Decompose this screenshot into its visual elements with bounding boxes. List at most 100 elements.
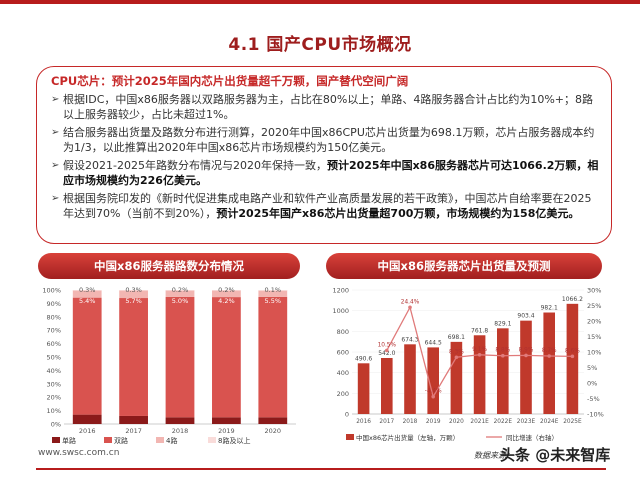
y-right-tick-label: 25% (587, 302, 601, 310)
legend-label: 8路及以上 (218, 436, 250, 445)
summary-bullet: ➢ 根据IDC，中国x86服务器以双路服务器为主，占比在80%以上；单路、4路服务… (51, 92, 599, 122)
summary-bullet: ➢ 结合服务器出货量及路数分布进行测算，2020年中国x86CPU芯片出货量为69… (51, 125, 599, 155)
growth-value-label: 24.4% (401, 299, 420, 305)
y-right-tick-label: 5% (587, 364, 597, 372)
data-label: 5.4% (79, 297, 96, 305)
y-left-tick-label: 400 (337, 369, 349, 377)
bar-value-label: 829.1 (494, 320, 511, 327)
summary-bullet: ➢ 假设2021-2025年路数分布情况与2020年保持一致，预计2025年中国x… (51, 158, 599, 188)
bar-segment (72, 414, 102, 424)
watermark: 头条 @未来智库 (500, 446, 611, 464)
data-label: 5.5% (265, 297, 282, 305)
y-tick-label: 40% (47, 367, 61, 375)
bar-segment (119, 290, 148, 291)
bar-value-label: 982.1 (541, 305, 558, 312)
footer-url: www.swsc.com.cn (38, 448, 120, 458)
summary-box: CPU芯片：预计2025年国内芯片出货量超千万颗，国产替代空间广阔 ➢ 根据IDC… (36, 66, 612, 244)
growth-value-label: 8.7% (542, 348, 557, 354)
data-label: 0.2% (172, 286, 189, 294)
x-tick-label: 2020 (449, 419, 464, 425)
bar-segment (72, 297, 102, 415)
y-tick-label: 10% (47, 407, 61, 415)
y-left-tick-label: 1200 (332, 287, 349, 295)
bar-segment (212, 297, 241, 418)
y-tick-label: 60% (47, 340, 61, 348)
y-right-tick-label: 15% (587, 333, 601, 341)
bullet-list: ➢ 根据IDC，中国x86服务器以双路服务器为主，占比在80%以上；单路、4路服务… (51, 92, 599, 221)
bar-segment (212, 290, 241, 298)
y-tick-label: 30% (47, 380, 61, 388)
bullet-arrow-icon: ➢ (51, 160, 60, 171)
bar-value-label: 644.5 (425, 339, 442, 346)
x-tick-label: 2023E (517, 419, 536, 425)
bullet-text: 根据IDC，中国x86服务器以双路服务器为主，占比在80%以上；单路、4路服务器… (63, 93, 594, 121)
bullet-arrow-icon: ➢ (51, 94, 60, 105)
bar-segment (258, 290, 288, 291)
legend-label: 4路 (166, 436, 177, 445)
bullet-arrow-icon: ➢ (51, 193, 60, 204)
legend-swatch (156, 437, 164, 443)
data-label: 0.3% (125, 286, 142, 294)
x-tick-label: 2024E (540, 419, 559, 425)
bar (404, 344, 416, 414)
bar-value-label: 761.8 (471, 327, 488, 334)
x-tick-label: 2018 (172, 427, 189, 435)
growth-point (501, 353, 505, 358)
bar (427, 347, 439, 414)
y-tick-label: 50% (47, 354, 61, 362)
growth-value-label: 8.3% (449, 349, 464, 355)
bar (381, 357, 393, 414)
y-left-tick-label: 0 (345, 411, 349, 419)
y-tick-label: 90% (47, 300, 61, 308)
bar-segment (119, 290, 148, 299)
data-label: 4.2% (218, 297, 235, 305)
bar-segment (258, 290, 288, 297)
bar (566, 303, 579, 414)
y-tick-label: 0% (51, 421, 61, 429)
bar-segment (212, 290, 241, 291)
left-chart-title: 中国x86服务器路数分布情况 (38, 253, 300, 279)
growth-point (408, 305, 412, 310)
bar-segment (119, 298, 148, 416)
x-tick-label: 2019 (218, 427, 235, 435)
y-right-tick-label: -5% (587, 395, 600, 403)
right-chart-title: 中国x86服务器芯片出货量及预测 (326, 253, 602, 279)
x-tick-label: 2022E (494, 419, 513, 425)
bar (473, 335, 486, 414)
bar-segment (165, 417, 195, 424)
y-tick-label: 100% (42, 287, 61, 295)
x-tick-label: 2019 (426, 419, 441, 425)
legend-label: 单路 (62, 436, 76, 445)
y-right-tick-label: -10% (587, 411, 604, 419)
data-label: 5.0% (172, 297, 189, 305)
y-right-tick-label: 20% (587, 318, 601, 326)
growth-point (547, 354, 551, 358)
legend-label: 双路 (114, 436, 128, 445)
bar-value-label: 903.4 (517, 313, 534, 320)
top-accent-rule (0, 0, 640, 4)
bar-segment (72, 290, 102, 291)
bar-segment (258, 296, 288, 418)
bar-segment (165, 290, 195, 297)
bar (497, 328, 509, 414)
legend-label: 同比增速（右轴） (506, 433, 558, 442)
bar-value-label: 542.0 (378, 350, 395, 357)
legend-swatch (346, 434, 354, 440)
bullet-text: 假设2021-2025年路数分布情况与2020年保持一致，预计2025年中国x8… (63, 159, 599, 187)
bar-segment (258, 417, 288, 424)
bar (357, 363, 370, 414)
footer-source: 数据来源： (474, 451, 514, 460)
growth-value-label: 8.6% (565, 348, 580, 354)
growth-point (570, 354, 575, 359)
growth-point (477, 352, 482, 357)
bar-segment (165, 296, 195, 418)
summary-bullet: ➢ 根据国务院印发的《新时代促进集成电路产业和软件产业高质量发展的若干政策》，中国… (51, 191, 599, 221)
x-tick-label: 2020 (265, 427, 282, 435)
growth-value-label: 8.8% (495, 348, 510, 354)
growth-point (454, 355, 459, 360)
bar (520, 320, 532, 414)
growth-point (524, 353, 528, 358)
y-tick-label: 80% (47, 313, 61, 321)
y-left-tick-label: 1000 (332, 307, 349, 315)
legend-swatch (104, 437, 112, 443)
